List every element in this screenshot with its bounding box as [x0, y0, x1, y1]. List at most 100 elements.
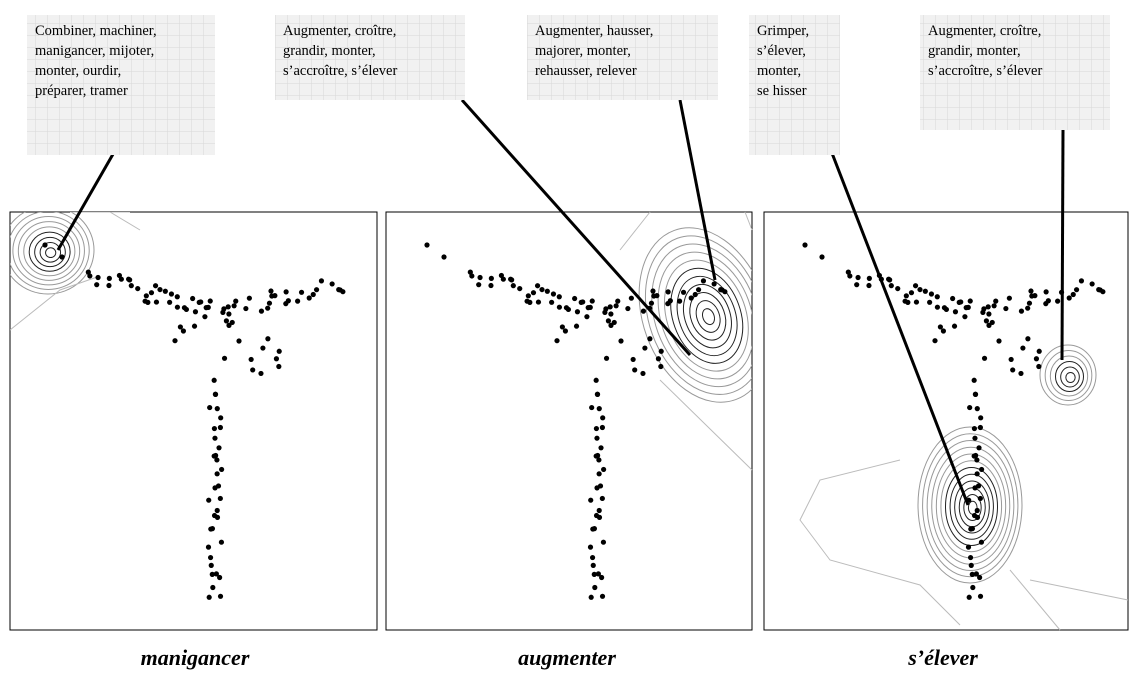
dot [599, 495, 605, 502]
dot [608, 322, 614, 328]
contour [1065, 372, 1076, 383]
contour [676, 275, 738, 357]
dot [283, 289, 289, 295]
dot [1043, 289, 1049, 295]
dot [985, 304, 991, 310]
dot [971, 425, 978, 432]
dot [596, 406, 602, 412]
callout-text: rehausser, relever [535, 63, 637, 79]
dots [42, 242, 1106, 600]
dot [951, 323, 958, 329]
dot [1018, 308, 1025, 314]
dot [231, 303, 237, 309]
dot [979, 466, 985, 473]
callouts: Combiner, machiner, manigancer, mijoter, m… [27, 15, 1110, 506]
dot [477, 274, 483, 281]
dot [958, 299, 964, 305]
dot [565, 306, 571, 313]
dot [295, 298, 301, 304]
dot [593, 453, 599, 459]
dot [593, 377, 599, 383]
dot [1018, 370, 1024, 377]
dot [977, 424, 984, 431]
dot [1073, 287, 1080, 293]
dot [206, 497, 212, 503]
dot [217, 593, 224, 599]
dot [265, 336, 271, 342]
dot [580, 299, 586, 305]
dot [219, 466, 225, 473]
dot [599, 424, 606, 431]
contour-set [10, 212, 95, 295]
leader-line [1060, 129, 1065, 361]
dot [1066, 295, 1072, 301]
dot [965, 304, 971, 310]
contour-edge [799, 459, 1129, 631]
dot [218, 415, 224, 421]
contour [954, 480, 990, 534]
dot [937, 324, 943, 330]
dot [866, 282, 872, 289]
dot [168, 291, 175, 297]
dot [562, 328, 569, 334]
contour [10, 212, 90, 290]
dot [888, 283, 894, 289]
dot [665, 289, 671, 295]
contour [963, 494, 982, 521]
dot [310, 291, 316, 298]
callout-text: préparer, tramer [35, 83, 128, 99]
contour [917, 426, 1023, 584]
dot [802, 242, 808, 248]
dot [854, 282, 860, 288]
dot [153, 299, 160, 305]
dot [943, 306, 949, 313]
dot [205, 304, 211, 310]
dot [276, 363, 282, 370]
dot [95, 274, 101, 281]
dot [625, 305, 631, 312]
dot [1028, 288, 1034, 294]
dot [1006, 295, 1012, 301]
dot [658, 348, 664, 354]
dot [233, 298, 239, 304]
dot [595, 571, 601, 577]
dot [225, 304, 231, 310]
dot [855, 274, 861, 281]
dot [221, 355, 228, 361]
dot [940, 328, 947, 334]
dot [143, 293, 149, 299]
dot [934, 294, 940, 300]
dot [1097, 287, 1103, 293]
dot [258, 308, 265, 314]
contour [695, 300, 721, 333]
dot [217, 424, 224, 431]
dot [596, 507, 602, 514]
dot [588, 497, 594, 503]
dot [211, 425, 218, 432]
dot [950, 295, 956, 302]
dot [589, 554, 596, 561]
dot [211, 453, 217, 459]
dot [978, 415, 984, 421]
dot [972, 435, 978, 441]
dot [819, 254, 825, 260]
dot [993, 298, 999, 304]
contour [45, 247, 57, 259]
dot [207, 554, 214, 561]
dot [180, 328, 187, 334]
callout-text: se hisser [757, 83, 807, 99]
dot [903, 293, 909, 299]
dot [118, 276, 124, 282]
leader-line [460, 99, 692, 356]
dot [85, 269, 91, 275]
callout-text: s’accroître, s’élever [928, 63, 1042, 79]
dot [917, 286, 923, 293]
dot [265, 305, 271, 311]
callout-text: grandir, monter, [928, 43, 1021, 59]
dot [152, 283, 159, 289]
dot [157, 286, 163, 293]
dot [135, 285, 141, 292]
dot [969, 526, 976, 532]
dot [476, 282, 482, 288]
dot [981, 355, 988, 361]
